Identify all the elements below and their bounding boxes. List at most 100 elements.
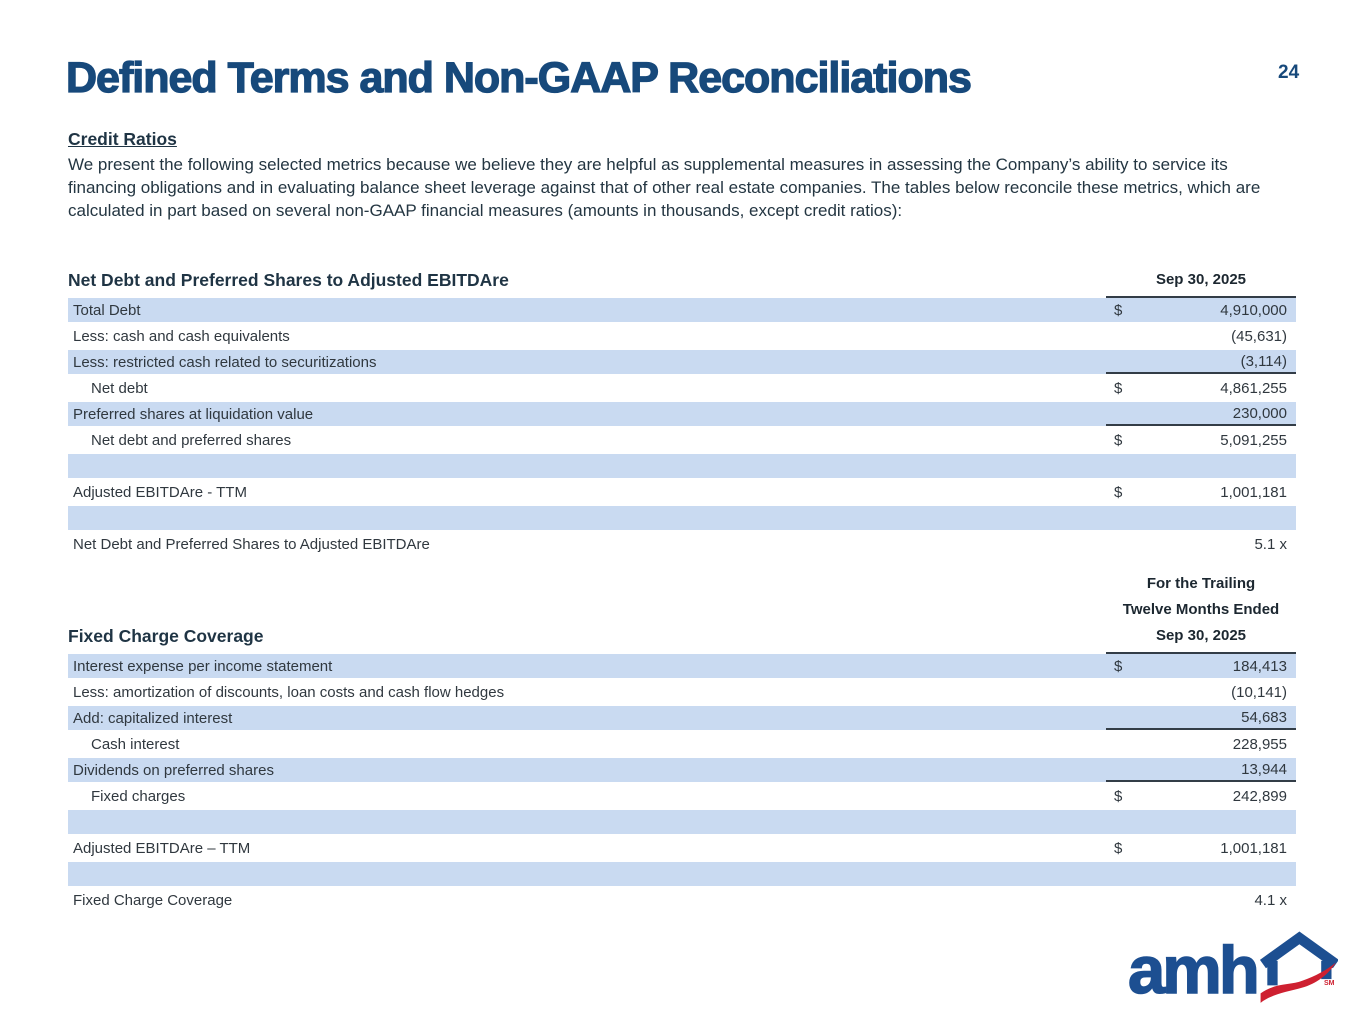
dollar-sign: $	[1114, 483, 1123, 501]
row-label: Add: capitalized interest	[73, 709, 233, 727]
row-label: Dividends on preferred shares	[73, 761, 274, 779]
column-header-line-1: For the Trailing	[1146, 575, 1256, 592]
row-value: 5.1 x	[1254, 535, 1287, 553]
column-header-date: Sep 30, 2025	[1155, 271, 1247, 288]
net-debt-table-rows: Total Debt $4,910,000 Less: cash and cash …	[68, 298, 1296, 558]
net-debt-table: Net Debt and Preferred Shares to Adjuste…	[68, 261, 1296, 558]
fixed-charge-table-rows: Interest expense per income statement $18…	[68, 654, 1296, 914]
table-spacer-row	[68, 810, 1296, 836]
row-label: Net debt	[91, 379, 148, 397]
row-amount-zone: $1,001,181	[1106, 836, 1296, 860]
table-row: Interest expense per income statement $18…	[68, 654, 1296, 680]
credit-ratios-heading: Credit Ratios	[68, 129, 177, 149]
column-header-line-2: Twelve Months Ended	[1122, 601, 1280, 618]
intro-section: Credit Ratios We present the following s…	[68, 129, 1288, 222]
row-label	[68, 810, 1106, 834]
table-row: Net debt $4,861,255	[68, 376, 1296, 402]
table-row: Less: restricted cash related to securit…	[68, 350, 1296, 376]
row-label	[68, 506, 1106, 530]
row-value: (3,114)	[1240, 352, 1287, 370]
fixed-charge-column-header: For the Trailing Twelve Months Ended Sep…	[1106, 571, 1296, 654]
row-amount-zone	[1106, 810, 1296, 834]
net-debt-table-header: Net Debt and Preferred Shares to Adjuste…	[68, 261, 1296, 298]
row-label: Adjusted EBITDAre – TTM	[73, 839, 251, 857]
dollar-sign: $	[1114, 379, 1123, 397]
row-value: 228,955	[1232, 735, 1287, 753]
row-value: 230,000	[1232, 404, 1287, 422]
table-row: Net debt and preferred shares $5,091,255	[68, 428, 1296, 454]
row-label: Net debt and preferred shares	[91, 431, 292, 449]
dollar-sign: $	[1114, 301, 1123, 319]
intro-paragraph: We present the following selected metric…	[68, 155, 1261, 220]
row-amount-zone	[1106, 454, 1296, 478]
row-value: (10,141)	[1231, 683, 1287, 701]
row-amount-zone: (45,631)	[1106, 324, 1296, 348]
row-label: Net Debt and Preferred Shares to Adjuste…	[73, 535, 430, 553]
dollar-sign: $	[1114, 657, 1123, 675]
row-amount-zone: (3,114)	[1106, 350, 1296, 374]
row-value: 4.1 x	[1254, 891, 1287, 909]
row-amount-zone	[1106, 506, 1296, 530]
net-debt-table-title: Net Debt and Preferred Shares to Adjuste…	[68, 270, 509, 290]
fixed-charge-table-header: Fixed Charge Coverage For the Trailing T…	[68, 569, 1296, 654]
table-row: Dividends on preferred shares 13,944	[68, 758, 1296, 784]
row-label: Total Debt	[73, 301, 141, 319]
amh-logo-text: amh	[1127, 933, 1260, 1008]
row-value: 5,091,255	[1220, 431, 1287, 449]
row-label	[68, 862, 1106, 886]
dollar-sign: $	[1114, 839, 1123, 857]
table-row: Fixed charges $242,899	[68, 784, 1296, 810]
row-label: Interest expense per income statement	[73, 657, 333, 675]
row-value: (45,631)	[1231, 327, 1287, 345]
table-row: Less: cash and cash equivalents (45,631)	[68, 324, 1296, 350]
row-label: Fixed charges	[91, 787, 186, 805]
column-header-date: Sep 30, 2025	[1155, 627, 1247, 644]
row-amount-zone: 5.1 x	[1106, 532, 1296, 556]
row-amount-zone: $4,861,255	[1106, 376, 1296, 400]
table-row: Adjusted EBITDAre - TTM $1,001,181	[68, 480, 1296, 506]
row-label: Less: restricted cash related to securit…	[73, 353, 377, 371]
row-value: 13,944	[1241, 760, 1287, 778]
page-number: 24	[1278, 62, 1300, 83]
amh-logo: amh SM	[1127, 926, 1338, 1008]
row-value: 1,001,181	[1220, 839, 1287, 857]
row-label: Preferred shares at liquidation value	[73, 405, 314, 423]
row-value: 184,413	[1232, 657, 1287, 675]
row-amount-zone: $4,910,000	[1106, 298, 1296, 322]
amh-house-icon	[1259, 931, 1338, 1003]
row-amount-zone: 54,683	[1106, 706, 1296, 730]
row-amount-zone: (10,141)	[1106, 680, 1296, 704]
table-row: Total Debt $4,910,000	[68, 298, 1296, 324]
row-value: 4,861,255	[1220, 379, 1287, 397]
fixed-charge-table-title: Fixed Charge Coverage	[68, 626, 264, 646]
table-spacer-row	[68, 454, 1296, 480]
row-amount-zone: 13,944	[1106, 758, 1296, 782]
row-label: Fixed Charge Coverage	[73, 891, 233, 909]
table-row: Less: amortization of discounts, loan co…	[68, 680, 1296, 706]
row-label: Adjusted EBITDAre - TTM	[73, 483, 247, 501]
table-spacer-row	[68, 862, 1296, 888]
row-value: 4,910,000	[1220, 301, 1287, 319]
row-value: 54,683	[1241, 708, 1287, 726]
row-label: Less: cash and cash equivalents	[73, 327, 290, 345]
net-debt-column-header: Sep 30, 2025	[1106, 267, 1296, 298]
row-amount-zone: $5,091,255	[1106, 428, 1296, 452]
row-amount-zone: $242,899	[1106, 784, 1296, 808]
page-title: Defined Terms and Non-GAAP Reconciliatio…	[65, 53, 972, 102]
row-value: 242,899	[1232, 787, 1287, 805]
row-amount-zone: 230,000	[1106, 402, 1296, 426]
table-row: Cash interest 228,955	[68, 732, 1296, 758]
table-row: Add: capitalized interest 54,683	[68, 706, 1296, 732]
row-label: Cash interest	[91, 735, 180, 753]
amh-logo-sm-mark: SM	[1324, 980, 1335, 987]
row-amount-zone: $184,413	[1106, 654, 1296, 678]
row-label	[68, 454, 1106, 478]
table-row: Net Debt and Preferred Shares to Adjuste…	[68, 532, 1296, 558]
dollar-sign: $	[1114, 787, 1123, 805]
table-row: Adjusted EBITDAre – TTM $1,001,181	[68, 836, 1296, 862]
table-row: Fixed Charge Coverage 4.1 x	[68, 888, 1296, 914]
row-amount-zone	[1106, 862, 1296, 886]
row-amount-zone: 228,955	[1106, 732, 1296, 756]
dollar-sign: $	[1114, 431, 1123, 449]
row-amount-zone: $1,001,181	[1106, 480, 1296, 504]
